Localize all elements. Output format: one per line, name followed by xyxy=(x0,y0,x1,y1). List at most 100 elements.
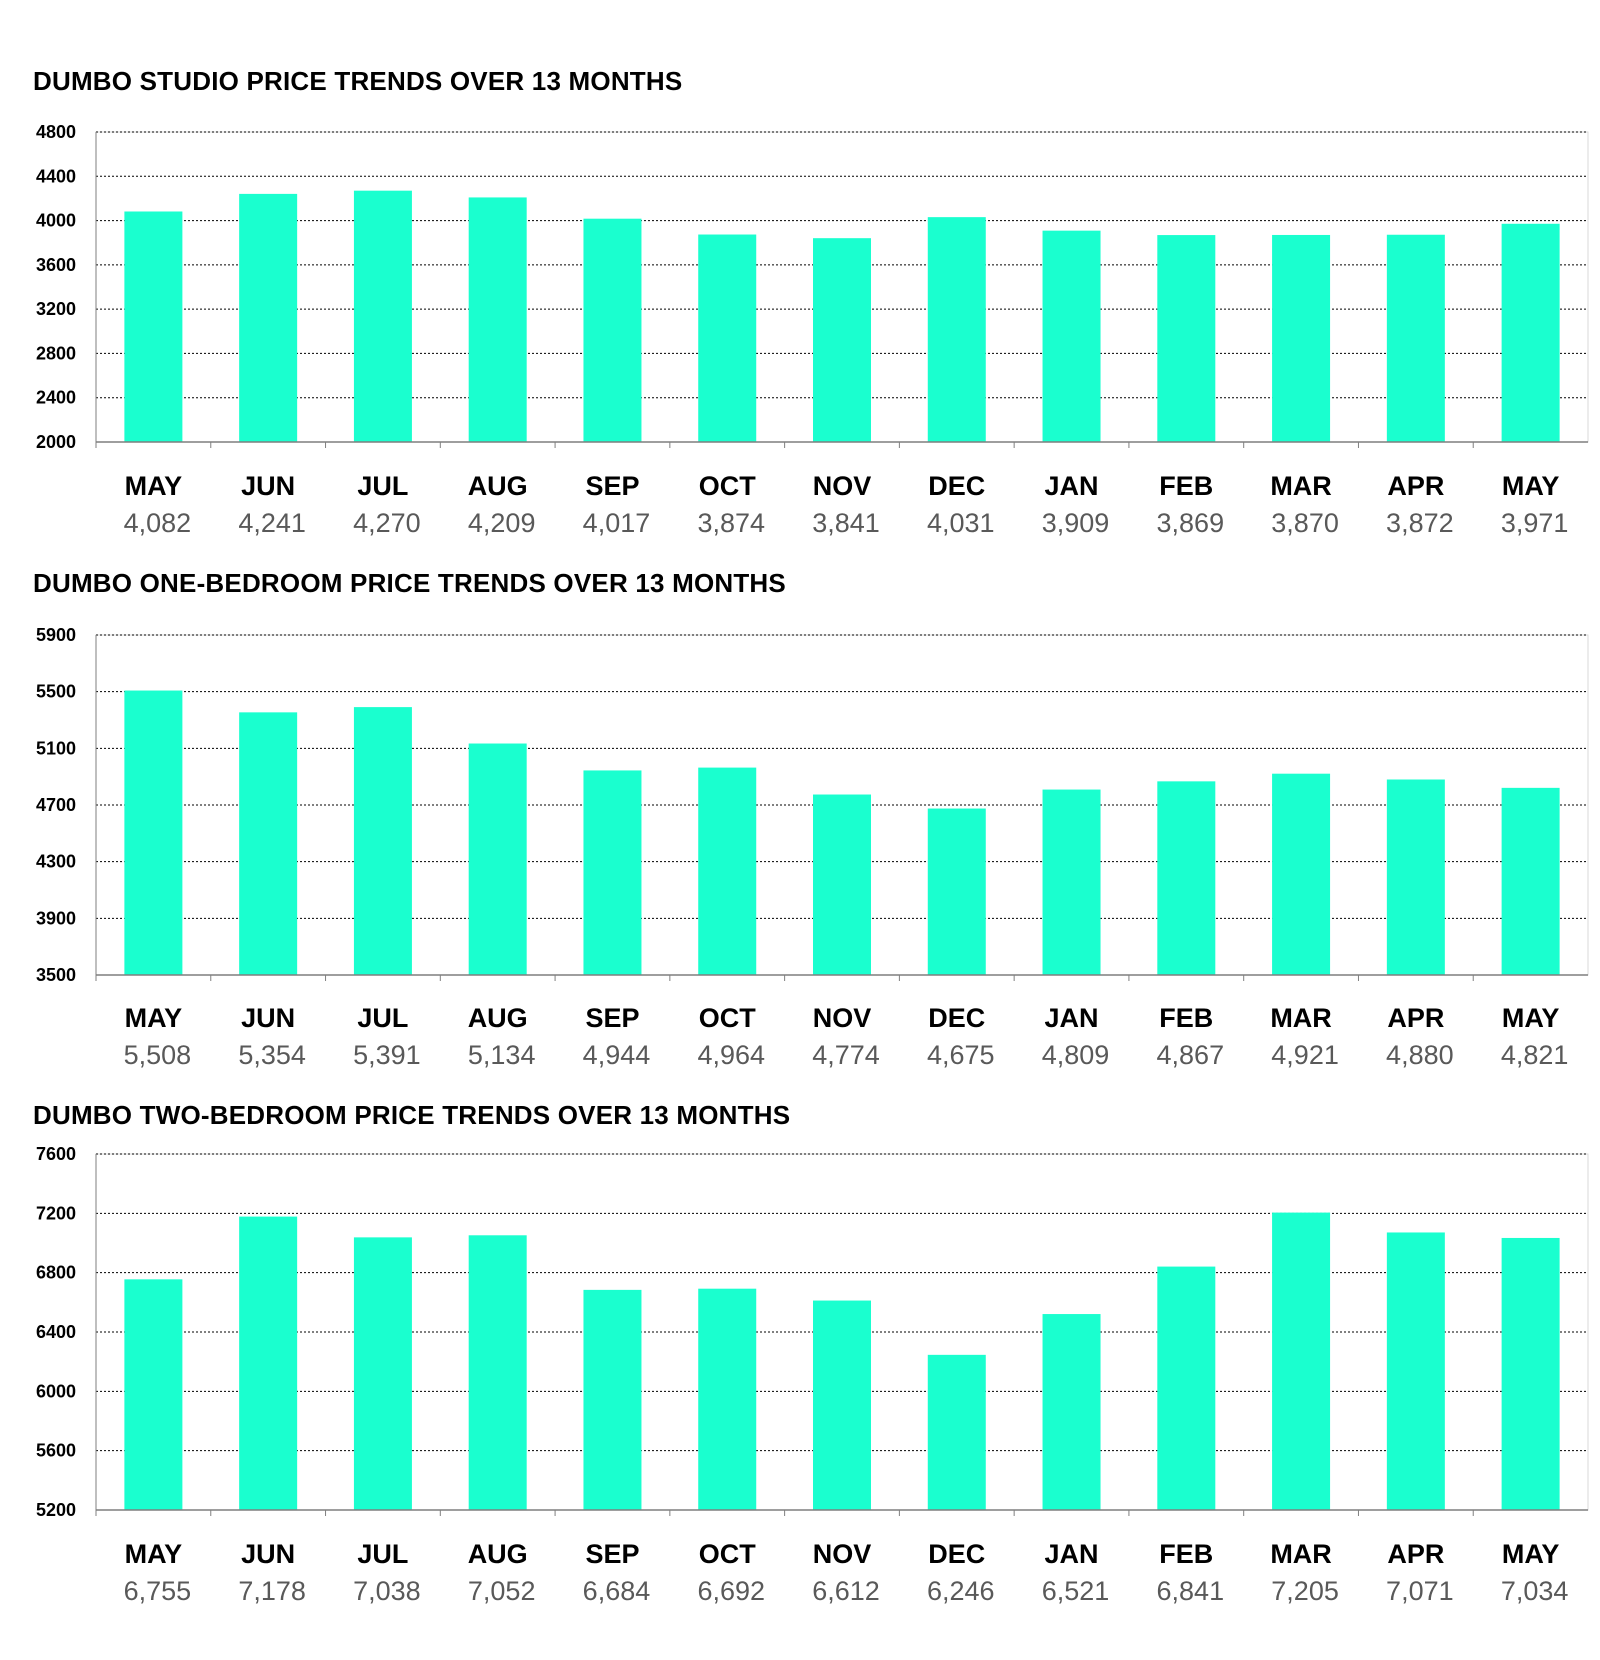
value-label: 4,821 xyxy=(1501,1040,1569,1070)
month-label: APR xyxy=(1387,1539,1444,1569)
value-label: 4,017 xyxy=(583,508,651,538)
month-label: JUL xyxy=(357,1003,408,1033)
bar xyxy=(1157,1266,1216,1510)
bar xyxy=(927,1354,986,1510)
bar xyxy=(1386,779,1445,975)
value-label: 4,964 xyxy=(697,1040,765,1070)
y-tick-label: 2000 xyxy=(36,432,76,452)
bar xyxy=(927,808,986,975)
y-tick-label: 3500 xyxy=(36,965,76,985)
value-label: 6,755 xyxy=(124,1576,192,1606)
month-label: SEP xyxy=(585,1539,639,1569)
two-bedroom-chart-title: DUMBO TWO-BEDROOM PRICE TRENDS OVER 13 M… xyxy=(33,1100,791,1130)
y-tick-label: 3600 xyxy=(36,255,76,275)
value-label: 4,809 xyxy=(1042,1040,1110,1070)
month-label: DEC xyxy=(928,1539,985,1569)
month-label: OCT xyxy=(699,471,757,501)
value-label: 3,909 xyxy=(1042,508,1110,538)
value-label: 6,246 xyxy=(927,1576,995,1606)
studio-chart-title: DUMBO STUDIO PRICE TRENDS OVER 13 MONTHS xyxy=(33,66,683,96)
bar xyxy=(1272,1212,1331,1510)
y-tick-label: 4800 xyxy=(36,122,76,142)
bar xyxy=(698,234,757,442)
value-label: 6,521 xyxy=(1042,1576,1110,1606)
month-label: JAN xyxy=(1045,471,1099,501)
value-label: 4,082 xyxy=(124,508,192,538)
bar xyxy=(353,1237,412,1510)
bar xyxy=(698,767,757,975)
bar xyxy=(1386,234,1445,442)
value-label: 4,031 xyxy=(927,508,995,538)
value-label: 5,354 xyxy=(238,1040,306,1070)
value-label: 4,270 xyxy=(353,508,421,538)
y-tick-label: 6000 xyxy=(36,1381,76,1401)
bar xyxy=(353,707,412,975)
bar xyxy=(813,238,871,442)
month-label: NOV xyxy=(813,471,872,501)
studio-chart-plot: 2000 2400 2800 3200 3600 4000 4400 4800 MAY 4,082… xyxy=(36,122,1589,538)
bar xyxy=(1042,1314,1101,1510)
y-tick-label: 6800 xyxy=(36,1263,76,1283)
bar xyxy=(468,743,527,975)
y-tick-label: 3900 xyxy=(36,908,76,928)
value-label: 4,774 xyxy=(812,1040,880,1070)
bar xyxy=(1157,235,1216,442)
bar xyxy=(1501,223,1560,442)
month-label: MAY xyxy=(1502,1003,1560,1033)
bar xyxy=(813,794,871,975)
bar xyxy=(1501,1237,1560,1510)
value-label: 7,071 xyxy=(1386,1576,1454,1606)
bar xyxy=(468,197,527,442)
month-label: MAR xyxy=(1270,1003,1332,1033)
bar xyxy=(468,1235,527,1510)
month-label: FEB xyxy=(1159,1539,1213,1569)
bar xyxy=(1042,789,1101,975)
value-label: 6,612 xyxy=(812,1576,880,1606)
one-bedroom-chart-title: DUMBO ONE-BEDROOM PRICE TRENDS OVER 13 M… xyxy=(33,568,786,598)
month-label: JUL xyxy=(357,1539,408,1569)
bar xyxy=(583,770,642,975)
value-label: 5,391 xyxy=(353,1040,421,1070)
y-tick-label: 7200 xyxy=(36,1203,76,1223)
month-label: JUN xyxy=(241,1539,295,1569)
value-label: 5,508 xyxy=(124,1040,192,1070)
bar xyxy=(698,1288,757,1510)
value-label: 4,880 xyxy=(1386,1040,1454,1070)
month-label: AUG xyxy=(468,1539,528,1569)
bar xyxy=(124,211,183,442)
month-label: MAR xyxy=(1270,1539,1332,1569)
value-label: 7,205 xyxy=(1271,1576,1339,1606)
bar xyxy=(1042,230,1101,442)
month-label: DEC xyxy=(928,471,985,501)
bar xyxy=(239,193,298,442)
month-label: FEB xyxy=(1159,1003,1213,1033)
value-label: 3,841 xyxy=(812,508,880,538)
month-label: FEB xyxy=(1159,471,1213,501)
bar xyxy=(927,217,986,442)
y-tick-label: 4700 xyxy=(36,795,76,815)
bar xyxy=(239,712,298,975)
bar xyxy=(353,190,412,442)
month-label: OCT xyxy=(699,1539,757,1569)
bar xyxy=(583,218,642,442)
y-tick-label: 6400 xyxy=(36,1322,76,1342)
value-label: 7,034 xyxy=(1501,1576,1569,1606)
value-label: 3,872 xyxy=(1386,508,1454,538)
bar xyxy=(1272,234,1331,442)
value-label: 3,874 xyxy=(697,508,765,538)
y-tick-label: 4300 xyxy=(36,852,76,872)
value-label: 4,675 xyxy=(927,1040,995,1070)
month-label: SEP xyxy=(585,471,639,501)
bar xyxy=(239,1216,298,1510)
bar xyxy=(1157,781,1216,975)
bar xyxy=(583,1289,642,1510)
month-label: NOV xyxy=(813,1539,872,1569)
month-label: MAR xyxy=(1270,471,1332,501)
y-tick-label: 5500 xyxy=(36,682,76,702)
month-label: MAY xyxy=(1502,471,1560,501)
month-label: SEP xyxy=(585,1003,639,1033)
bar xyxy=(1501,787,1560,975)
month-label: AUG xyxy=(468,1003,528,1033)
bar xyxy=(124,1279,183,1510)
value-label: 5,134 xyxy=(468,1040,536,1070)
